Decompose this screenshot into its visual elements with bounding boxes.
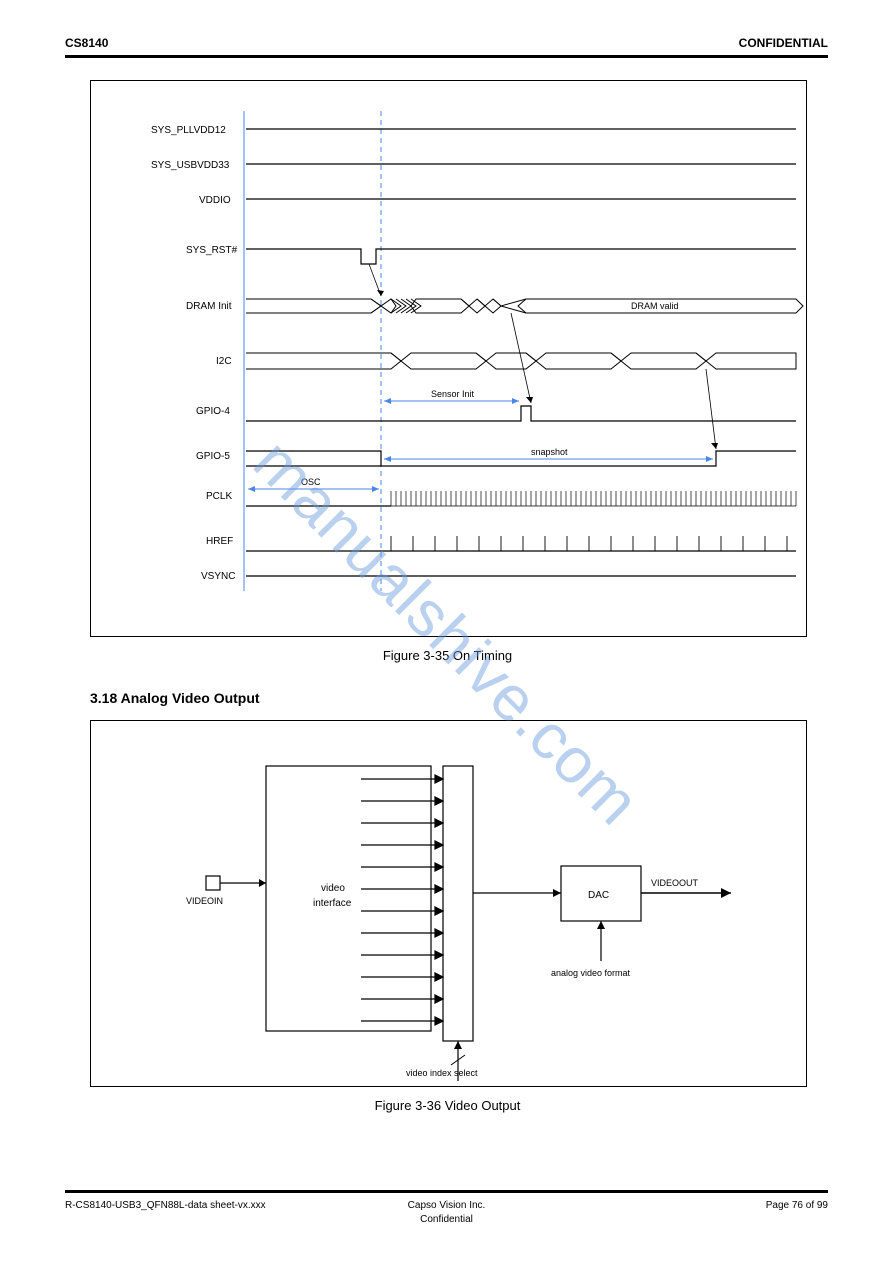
sig-label-usbvdd: SYS_USBVDD33	[151, 160, 230, 171]
dac-ctrl-label: analog video format	[551, 968, 631, 978]
figure2-caption: Figure 3-36 Video Output	[90, 1098, 805, 1113]
dram-valid-label: DRAM valid	[631, 301, 679, 311]
figure1-caption: Figure 3-35 On Timing	[90, 648, 805, 663]
sig-label-gpio5: GPIO-5	[196, 451, 230, 462]
main-label1: video	[321, 883, 345, 894]
figure-timing-diagram: SYS_PLLVDD12 SYS_USBVDD33 VDDIO SYS_RST#…	[90, 80, 807, 637]
sig-label-gpio4: GPIO-4	[196, 406, 230, 417]
sig-label-vddio: VDDIO	[199, 195, 231, 206]
header-left: CS8140	[65, 36, 108, 50]
sig-label-vsync: VSYNC	[201, 571, 235, 582]
sig-label-pclk: PCLK	[206, 491, 232, 502]
footer-center-top: Capso Vision Inc.	[0, 1200, 893, 1211]
main-label2: interface	[313, 898, 352, 909]
sig-label-rst: SYS_RST#	[186, 245, 238, 256]
sig-label-dram: DRAM Init	[186, 301, 232, 312]
sig-label-href: HREF	[206, 536, 233, 547]
header-rule	[65, 55, 828, 58]
footer-right: Page 76 of 99	[766, 1200, 828, 1211]
videoin-label: VIDEOIN	[186, 896, 223, 906]
sig-label-pllvdd: SYS_PLLVDD12	[151, 125, 226, 136]
snapshot-label: snapshot	[531, 447, 568, 457]
sig-label-i2c: I2C	[216, 356, 232, 367]
header-right: CONFIDENTIAL	[739, 36, 828, 50]
videoout-label: VIDEOOUT	[651, 878, 699, 888]
timing-svg: SYS_PLLVDD12 SYS_USBVDD33 VDDIO SYS_RST#…	[91, 81, 806, 636]
dac-label: DAC	[588, 890, 609, 901]
osc-label: OSC	[301, 477, 321, 487]
block-svg: VIDEOIN video interface video index sele…	[91, 721, 806, 1086]
footer-rule	[65, 1190, 828, 1193]
mux-sel-label: video index select	[406, 1068, 478, 1078]
figure-block-diagram: VIDEOIN video interface video index sele…	[90, 720, 807, 1087]
section-header: 3.18 Analog Video Output	[90, 690, 805, 706]
sensor-init-label: Sensor Init	[431, 389, 475, 399]
footer-center-bottom: Confidential	[0, 1214, 893, 1225]
